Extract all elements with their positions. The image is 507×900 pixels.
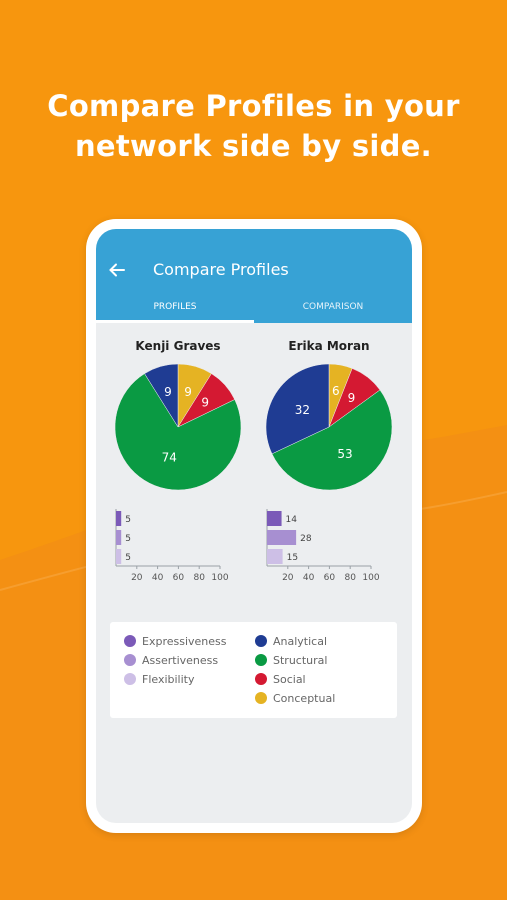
- legend-label: Analytical: [273, 635, 328, 648]
- headline-line-2: network side by side.: [74, 129, 432, 163]
- legend-item-assertiveness: Assertiveness: [124, 654, 218, 667]
- bar-expressiveness: [116, 511, 122, 526]
- legend-item-analytical: Analytical: [255, 635, 327, 648]
- legend-item-flexibility: Flexibility: [124, 673, 195, 686]
- bar-label-flexibility: 15: [287, 553, 298, 563]
- legend-label: Structural: [273, 654, 328, 667]
- chart-legend: Expressiveness Assertiveness Flexibility…: [110, 622, 397, 718]
- pie-label-analytical: 9: [164, 385, 172, 399]
- bar-expressiveness: [267, 511, 282, 526]
- pie-chart-erika: 69 53 32: [265, 363, 393, 491]
- x-tick-label: 20: [282, 573, 294, 583]
- app-bar-title: Compare Profiles: [153, 260, 289, 279]
- profile-name-kenji: Kenji Graves: [135, 339, 221, 353]
- pie-label-structural: 53: [337, 447, 352, 461]
- app-bar: Compare Profiles PROFILES COMPARISON: [96, 229, 412, 323]
- legend-item-expressiveness: Expressiveness: [124, 635, 227, 648]
- pie-label-conceptual: 9: [184, 385, 192, 399]
- x-tick-label: 20: [131, 573, 143, 583]
- pie-slice-structural: [114, 373, 242, 491]
- app-screen: Compare Profiles PROFILES COMPARISON Ken…: [96, 229, 412, 823]
- active-tab-indicator: [96, 320, 254, 323]
- bar-assertiveness: [116, 530, 122, 545]
- bar-flexibility: [116, 549, 122, 564]
- pie-label-analytical: 32: [295, 403, 310, 417]
- legend-dot-icon: [255, 673, 267, 685]
- pie-label-conceptual: 6: [332, 384, 340, 398]
- bar-flexibility: [267, 549, 283, 564]
- profile-name-erika: Erika Moran: [288, 339, 370, 353]
- pie-slice-analytical: [144, 363, 179, 428]
- x-tick-label: 80: [193, 573, 205, 583]
- x-tick-label: 40: [303, 573, 315, 583]
- x-tick-label: 60: [324, 573, 336, 583]
- legend-item-structural: Structural: [255, 654, 327, 667]
- bar-assertiveness: [267, 530, 297, 545]
- legend-item-social: Social: [255, 673, 306, 686]
- legend-label: Assertiveness: [142, 654, 219, 667]
- legend-label: Social: [273, 673, 306, 686]
- legend-dot-icon: [124, 654, 136, 666]
- legend-dot-icon: [124, 673, 136, 685]
- x-tick-label: 100: [362, 573, 379, 583]
- pie-label-social: 9: [201, 396, 209, 410]
- back-arrow-icon[interactable]: [108, 261, 126, 279]
- bar-label-expressiveness: 14: [286, 515, 298, 525]
- headline-line-1: Compare Profiles in your: [47, 89, 460, 123]
- pie-slice-analytical: [265, 363, 330, 455]
- bar-label-assertiveness: 5: [125, 534, 131, 544]
- x-tick-label: 40: [152, 573, 164, 583]
- legend-dot-icon: [255, 654, 267, 666]
- legend-dot-icon: [255, 692, 267, 704]
- bar-label-expressiveness: 5: [125, 515, 131, 525]
- legend-item-conceptual: Conceptual: [255, 692, 335, 705]
- legend-label: Conceptual: [273, 692, 336, 705]
- tab-comparison[interactable]: COMPARISON: [302, 302, 364, 312]
- x-tick-label: 100: [211, 573, 228, 583]
- pie-label-social: 9: [348, 391, 356, 405]
- legend-dot-icon: [255, 635, 267, 647]
- tab-profiles[interactable]: PROFILES: [153, 302, 197, 312]
- bar-label-flexibility: 5: [125, 553, 131, 563]
- pie-label-structural: 74: [162, 450, 177, 464]
- legend-label: Expressiveness: [142, 635, 227, 648]
- headline: Compare Profiles in your network side by…: [0, 86, 507, 166]
- legend-label: Flexibility: [142, 673, 195, 686]
- bar-label-assertiveness: 28: [300, 534, 312, 544]
- legend-dot-icon: [124, 635, 136, 647]
- pie-slice-structural: [271, 389, 393, 491]
- x-tick-label: 80: [344, 573, 356, 583]
- x-tick-label: 60: [173, 573, 185, 583]
